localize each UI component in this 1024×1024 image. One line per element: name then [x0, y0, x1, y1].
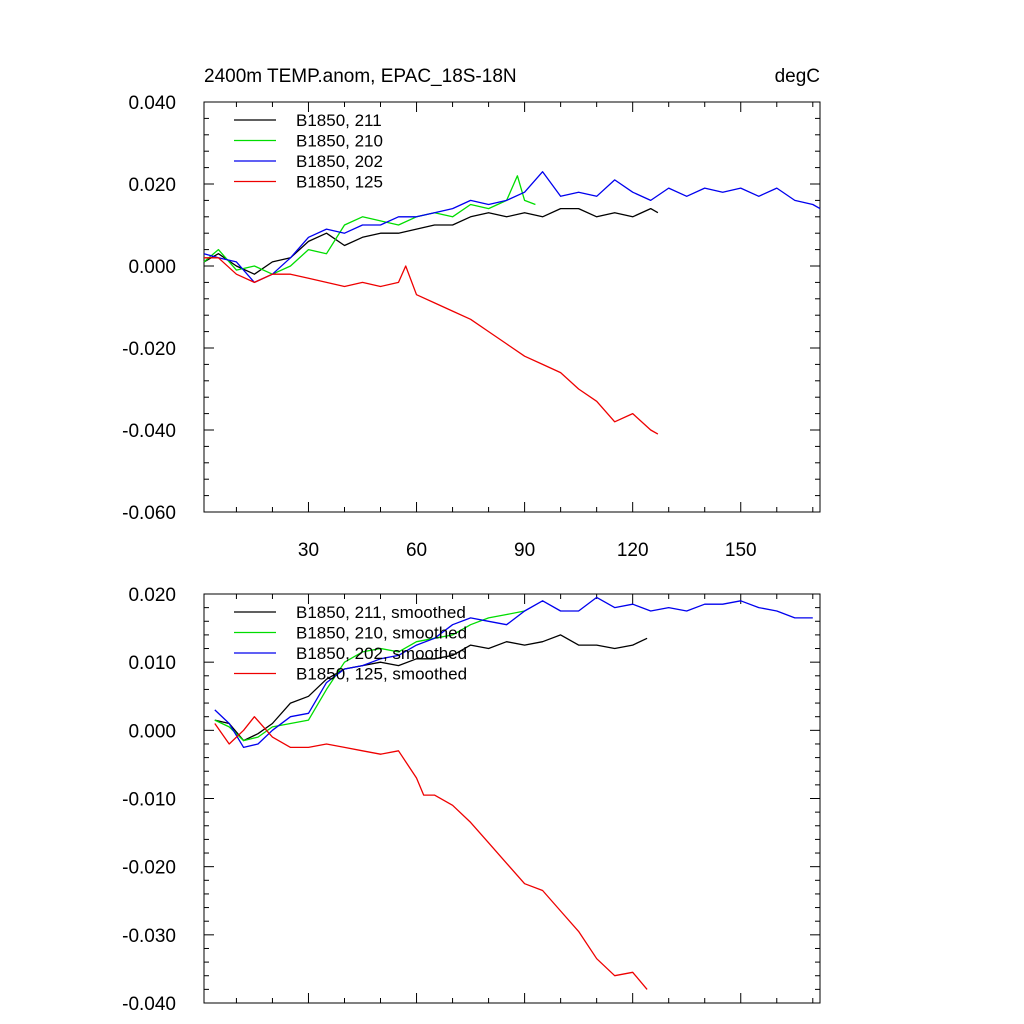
- xtick-label: 30: [298, 540, 319, 561]
- series-line-top-3: [204, 257, 659, 435]
- series-line-bottom-0: [214, 634, 648, 742]
- series-line-bottom-3: [214, 716, 648, 990]
- series-line-bottom-1: [214, 610, 525, 742]
- legend-label: B1850, 210: [296, 132, 383, 151]
- xtick-label: 60: [406, 540, 427, 561]
- ytick-label: -0.020: [122, 858, 176, 879]
- ytick-label: -0.040: [122, 994, 176, 1015]
- legend-label: B1850, 211: [296, 111, 382, 130]
- top-chart-units: degC: [775, 66, 820, 87]
- legend-label: B1850, 202, smoothed: [296, 644, 467, 663]
- ytick-label: 0.000: [128, 257, 176, 278]
- series-line-top-2: [203, 171, 821, 284]
- ytick-label: 0.020: [128, 585, 176, 606]
- ytick-label: 0.000: [128, 721, 176, 742]
- legend-label: B1850, 202: [296, 152, 383, 171]
- xtick-label: 120: [617, 540, 649, 561]
- ytick-label: -0.060: [122, 503, 176, 524]
- legend-label: B1850, 211, smoothed: [296, 603, 466, 622]
- xtick-label: 150: [725, 540, 757, 561]
- ytick-label: -0.020: [122, 339, 176, 360]
- legend-label: B1850, 125, smoothed: [296, 665, 467, 684]
- legend-label: B1850, 125: [296, 173, 383, 192]
- plot-frame-0: [203, 101, 821, 513]
- ytick-label: -0.030: [122, 926, 176, 947]
- series-line-bottom-2: [214, 596, 813, 749]
- xtick-label: 90: [514, 540, 535, 561]
- ytick-label: 0.040: [128, 93, 176, 114]
- series-line-top-1: [203, 175, 536, 275]
- legend-label: B1850, 210, smoothed: [296, 624, 467, 643]
- top-chart-title: 2400m TEMP.anom, EPAC_18S-18N: [204, 66, 517, 87]
- ytick-label: -0.010: [122, 790, 176, 811]
- top-plot: 0.040 0.020 0.000 -0.020 -0.040 -0.060 30 60 90 1…: [122, 93, 821, 561]
- ytick-label: 0.010: [128, 653, 176, 674]
- ytick-label: -0.040: [122, 421, 176, 442]
- bottom-plot: 0.020 0.010 0.000 -0.010 -0.020 -0.030 -0.040 B…: [122, 585, 821, 1015]
- ytick-label: 0.020: [128, 175, 176, 196]
- series-line-top-0: [203, 207, 659, 275]
